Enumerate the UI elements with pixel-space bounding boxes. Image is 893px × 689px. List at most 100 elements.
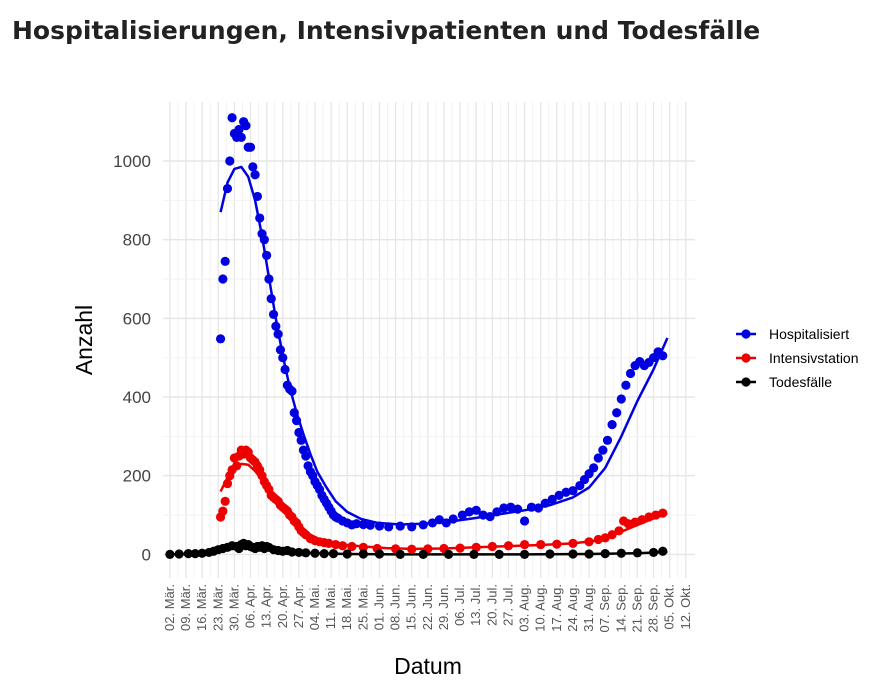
data-point: [630, 517, 640, 527]
x-tick-label: 12. Okt.: [678, 584, 693, 630]
data-point: [245, 142, 256, 152]
data-point: [485, 512, 495, 522]
grid-lines: [163, 102, 695, 578]
data-point: [215, 334, 226, 344]
x-tick-label: 02. Mär.: [162, 584, 177, 631]
data-point: [218, 274, 228, 284]
data-point: [232, 461, 242, 471]
data-point: [275, 345, 286, 355]
data-point: [358, 549, 368, 559]
y-axis-title: Anzahl: [71, 305, 97, 375]
x-tick-label: 01. Jun.: [371, 584, 386, 630]
data-point: [259, 235, 269, 245]
data-point: [457, 510, 467, 520]
data-point: [248, 162, 258, 172]
data-point: [264, 274, 274, 284]
x-tick-label: 05. Okt.: [662, 584, 677, 630]
data-point: [418, 549, 428, 559]
data-point: [455, 543, 465, 553]
data-point: [469, 549, 479, 559]
x-tick-label: 29. Jun.: [436, 584, 451, 630]
y-tick-label: 0: [142, 545, 151, 564]
data-point: [342, 549, 352, 559]
data-point: [658, 351, 668, 361]
data-point: [190, 549, 200, 559]
data-point: [374, 521, 385, 531]
x-tick-label: 21. Sep.: [629, 584, 644, 632]
data-point: [301, 451, 311, 461]
data-point: [602, 435, 613, 445]
data-point: [227, 113, 237, 123]
x-tick-label: 07. Sep.: [597, 584, 612, 632]
data-point: [384, 522, 394, 532]
x-tick-label: 10. Aug.: [533, 584, 548, 632]
data-point: [287, 547, 297, 557]
data-point: [250, 170, 260, 180]
data-point: [319, 549, 329, 559]
data-point: [478, 510, 488, 520]
x-tick-label: 25. Mai.: [355, 584, 370, 630]
legend-key-point: [741, 353, 751, 363]
data-point: [278, 353, 288, 363]
x-tick-label: 23. Mär.: [210, 584, 225, 631]
data-point: [554, 490, 564, 500]
x-tick-label: 20. Apr.: [275, 584, 290, 628]
data-point: [418, 520, 428, 530]
x-tick-label: 28. Sep.: [646, 584, 661, 632]
data-point: [621, 380, 631, 390]
data-point: [536, 539, 546, 550]
data-point: [271, 321, 281, 331]
data-point: [658, 546, 668, 556]
data-point: [294, 547, 304, 558]
data-point: [358, 542, 368, 552]
data-point: [407, 522, 417, 532]
x-tick-labels: 02. Mär. 09. Mär. 16. Mär. 23. Mär. 30. Mär.…: [162, 584, 693, 632]
x-tick-label: 18. Mai.: [339, 584, 354, 630]
data-point: [448, 514, 458, 524]
data-point: [328, 549, 339, 559]
data-point: [324, 538, 334, 548]
data-point: [395, 521, 405, 531]
data-point: [607, 419, 617, 430]
data-point: [648, 547, 659, 558]
data-point: [584, 537, 594, 547]
data-point: [471, 542, 481, 552]
y-tick-label: 600: [123, 309, 151, 328]
x-tick-label: 17. Aug.: [549, 584, 564, 632]
data-point: [568, 549, 578, 559]
data-point: [234, 124, 244, 135]
x-tick-label: 04. Mai.: [307, 584, 322, 630]
data-points: [165, 113, 668, 559]
x-tick-label: 24. Aug.: [565, 584, 580, 632]
data-point: [174, 549, 184, 559]
data-point: [568, 538, 578, 548]
x-tick-label: 14. Sep.: [613, 584, 628, 632]
data-point: [625, 368, 636, 379]
data-point: [252, 191, 263, 202]
x-tick-label: 11. Mai.: [323, 584, 338, 629]
data-point: [607, 530, 617, 540]
data-point: [519, 539, 530, 550]
x-tick-label: 06. Apr.: [243, 584, 258, 628]
data-point: [236, 132, 246, 143]
data-point: [492, 507, 502, 517]
data-point: [499, 503, 509, 513]
data-point: [632, 548, 643, 558]
data-point: [540, 498, 550, 508]
x-tick-label: 13. Apr.: [259, 584, 274, 628]
y-tick-label: 800: [123, 231, 151, 250]
y-tick-label: 400: [123, 388, 151, 407]
data-point: [255, 213, 265, 223]
data-point: [365, 520, 375, 530]
data-point: [547, 494, 557, 504]
x-tick-label: 13. Jul.: [468, 584, 483, 626]
data-point: [494, 549, 504, 559]
data-point: [374, 549, 385, 559]
data-point: [351, 519, 362, 529]
data-point: [310, 548, 320, 558]
data-point: [487, 541, 497, 552]
chart-title: Hospitalisierungen, Intensivpatienten un…: [12, 16, 761, 45]
data-point: [612, 408, 622, 418]
data-point: [291, 416, 302, 426]
